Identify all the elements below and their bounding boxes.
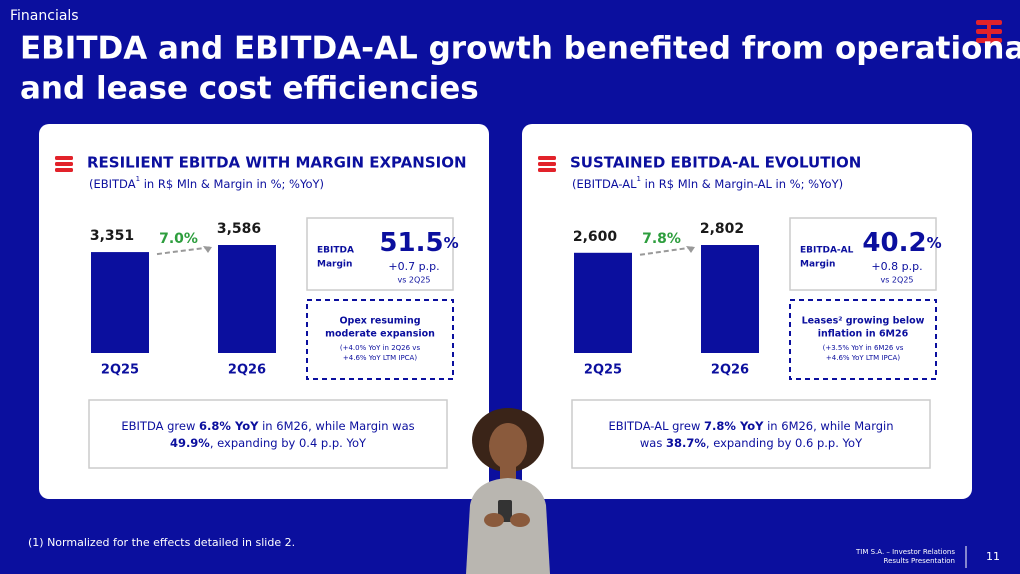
summary-segment: 7.8% YoY [704, 419, 764, 433]
subtitle-superscript: 1 [637, 175, 641, 183]
logo [976, 20, 1002, 43]
panel-title: RESILIENT EBITDA WITH MARGIN EXPANSION [87, 154, 467, 172]
growth-label: 7.0% [159, 231, 198, 247]
margin-number: 51.5 [379, 228, 443, 258]
bar [574, 252, 632, 353]
footer-company: TIM S.A. – Investor Relations [855, 548, 955, 556]
bar-value-label: 3,351 [90, 228, 134, 244]
panel: SUSTAINED EBITDA-AL EVOLUTION (EBITDA-AL1… [522, 124, 972, 499]
summary-segment: , expanding by 0.6 p.p. YoY [706, 436, 863, 450]
summary-text: EBITDA-AL grew 7.8% YoY in 6M26, while M… [608, 419, 893, 433]
icon-bar [538, 156, 556, 160]
summary-segment: EBITDA-AL grew [608, 419, 704, 433]
summary-segment: 6.8% YoY [199, 419, 259, 433]
category-label: 2Q26 [228, 363, 266, 378]
section-label: Financials [10, 8, 79, 24]
bar-value-label: 2,600 [573, 229, 618, 245]
note-title: moderate expansion [325, 329, 435, 340]
note-detail: +4.6% YoY LTM IPCA) [343, 354, 417, 362]
note-box [306, 299, 454, 380]
panel: RESILIENT EBITDA WITH MARGIN EXPANSION (E… [39, 124, 489, 499]
summary-segment: was [640, 436, 666, 450]
bar [91, 252, 149, 353]
category-label: 2Q26 [711, 363, 749, 378]
margin-unit: % [927, 234, 942, 252]
page-number: 11 [986, 550, 1000, 563]
panel-title: SUSTAINED EBITDA-AL EVOLUTION [570, 154, 861, 172]
growth-arrowhead [686, 246, 695, 253]
note-detail: (+4.0% YoY in 2Q26 vs [340, 344, 421, 352]
margin-reference: vs 2Q25 [880, 276, 913, 285]
margin-value: 51.5% [379, 228, 458, 258]
note-detail: (+3.5% YoY in 6M26 vs [823, 344, 904, 352]
note-title: Leases² growing below [802, 316, 925, 327]
summary-text: was 38.7%, expanding by 0.6 p.p. YoY [640, 436, 863, 450]
growth-arrow [639, 246, 696, 256]
note-title: Opex resuming [339, 316, 420, 327]
summary-box [571, 399, 931, 469]
margin-reference: vs 2Q25 [397, 276, 430, 285]
summary-box [88, 399, 448, 469]
margin-label: EBITDA [317, 246, 354, 256]
footnote: (1) Normalized for the effects detailed … [28, 536, 295, 549]
bar-value-label: 3,586 [217, 221, 261, 237]
category-label: 2Q25 [584, 363, 622, 378]
summary-segment: , expanding by 0.4 p.p. YoY [210, 436, 367, 450]
margin-box [789, 217, 937, 291]
margin-change: +0.7 p.p. [388, 260, 439, 273]
margin-number: 40.2 [862, 228, 926, 258]
subtitle-superscript: 1 [136, 175, 140, 183]
icon-bar [55, 168, 73, 172]
icon-bar [55, 162, 73, 166]
panel-icon [538, 156, 556, 172]
category-label: 2Q25 [101, 363, 139, 378]
slide-title: and lease cost efficiencies [20, 71, 479, 107]
margin-unit: % [444, 234, 459, 252]
margin-label: EBITDA-AL [800, 246, 854, 256]
growth-arrowhead [203, 246, 212, 253]
icon-bar [55, 156, 73, 160]
summary-segment: 38.7% [666, 436, 706, 450]
person-photo [466, 408, 550, 574]
margin-value: 40.2% [862, 228, 941, 258]
bar-value-label: 2,802 [700, 221, 744, 237]
summary-text: 49.9%, expanding by 0.4 p.p. YoY [170, 436, 367, 450]
panel-icon [55, 156, 73, 172]
icon-bar [538, 162, 556, 166]
footer-document: Results Presentation [884, 557, 955, 565]
margin-change: +0.8 p.p. [871, 260, 922, 273]
subtitle-text: in R$ Mln & Margin in %; %YoY) [140, 177, 324, 191]
note-box [789, 299, 937, 380]
subtitle-text: in R$ Mln & Margin-AL in %; %YoY) [641, 177, 843, 191]
note-title: inflation in 6M26 [818, 329, 909, 340]
panel-subtitle: (EBITDA-AL1 in R$ Mln & Margin-AL in %; … [572, 175, 843, 191]
margin-box [306, 217, 454, 291]
margin-label: Margin [800, 260, 835, 270]
growth-label: 7.8% [642, 231, 681, 247]
subtitle-text: (EBITDA [89, 177, 136, 191]
subtitle-text: (EBITDA-AL [572, 177, 637, 191]
margin-label: Margin [317, 260, 352, 270]
summary-segment: in 6M26, while Margin [763, 419, 893, 433]
panel-subtitle: (EBITDA1 in R$ Mln & Margin in %; %YoY) [89, 175, 324, 191]
slide-title: EBITDA and EBITDA-AL growth benefited fr… [20, 31, 1020, 67]
icon-bar [538, 168, 556, 172]
summary-segment: EBITDA grew [121, 419, 199, 433]
summary-segment: in 6M26, while Margin was [258, 419, 414, 433]
note-detail: +4.6% YoY LTM IPCA) [826, 354, 900, 362]
summary-segment: 49.9% [170, 436, 210, 450]
growth-arrow [156, 246, 213, 256]
bar [218, 245, 276, 353]
bar [701, 245, 759, 353]
summary-text: EBITDA grew 6.8% YoY in 6M26, while Marg… [121, 419, 414, 433]
